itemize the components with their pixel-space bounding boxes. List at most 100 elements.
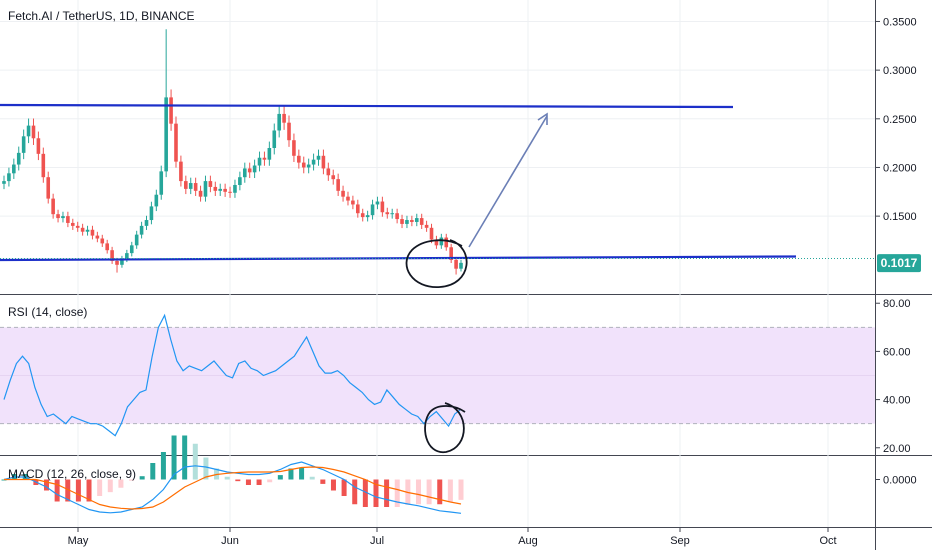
candle-body [252, 165, 257, 173]
candle-body [228, 191, 232, 193]
macd-histogram-bar [309, 476, 315, 480]
macd-histogram-bar [107, 479, 113, 493]
candle-body [208, 181, 213, 187]
macd-signal-line [4, 466, 462, 510]
candle-body [31, 125, 36, 139]
candle-body [213, 186, 218, 191]
macd-histogram-bar [256, 479, 262, 485]
candle-body [292, 140, 296, 156]
projection-arrow-line[interactable] [468, 115, 548, 248]
candle-body [184, 181, 188, 189]
candle-body [346, 196, 350, 201]
rsi-tick-label: 20.00 [883, 443, 911, 455]
candle-body [120, 258, 124, 265]
candle-body [154, 194, 159, 207]
candle-body [125, 253, 129, 259]
rsi-circle-annotation[interactable] [424, 402, 466, 453]
candle-body [267, 148, 272, 160]
macd-histogram-bar [426, 479, 432, 505]
rsi-tick-label: 80.00 [883, 298, 911, 310]
candle-body [414, 218, 419, 222]
candle-body [459, 262, 463, 269]
candle-body [272, 130, 277, 148]
resistance-trendline[interactable] [0, 103, 734, 109]
candle-body [454, 259, 458, 269]
macd-histogram-bar [97, 479, 103, 496]
candle-body [410, 220, 414, 222]
time-tick-label: Sep [670, 535, 690, 547]
candle-body [400, 219, 404, 224]
support-trendline[interactable] [0, 255, 797, 262]
candle-body [434, 239, 439, 246]
candle-body [85, 229, 90, 232]
macd-histogram-bar [299, 467, 305, 480]
price-circle-annotation[interactable] [405, 239, 468, 288]
candle-body [301, 162, 306, 168]
candle-body [95, 235, 100, 239]
rsi-line [3, 313, 462, 437]
candle-body [257, 157, 262, 166]
candle-body [203, 181, 208, 197]
candle-body [149, 206, 154, 221]
candle-body [129, 245, 134, 254]
macd-histogram-bar [171, 435, 177, 480]
macd-histogram-bar [267, 479, 273, 483]
candle-body [139, 225, 144, 235]
rsi-tick-label: 60.00 [883, 346, 911, 358]
price-tick-label: 0.3500 [883, 16, 917, 28]
chart-title: Fetch.AI / TetherUS, 1D, BINANCE [8, 9, 195, 23]
macd-histogram-bar [394, 479, 400, 507]
macd-histogram-bar [160, 452, 166, 480]
candle-body [405, 220, 409, 224]
candle-body [36, 138, 41, 154]
time-axis[interactable]: May Jun Jul Aug Sep Oct [68, 527, 837, 547]
last-price-badge: 0.1017 [877, 254, 921, 273]
drawings[interactable] [0, 103, 875, 453]
macd-histogram-bar [437, 479, 443, 505]
candle-body [179, 161, 183, 182]
macd-histogram-bar [118, 479, 124, 488]
macd-histogram-bar [373, 479, 379, 507]
candle-body [439, 237, 444, 246]
candles [2, 29, 463, 275]
rsi-series [3, 313, 462, 437]
price-axis[interactable]: 0.3500 0.3000 0.2500 0.2000 0.1500 80.00 60.00… [875, 16, 917, 487]
candle-body [311, 159, 316, 165]
macd-histogram-bar [182, 435, 188, 480]
macd-histogram-bar [203, 457, 209, 480]
candle-body [247, 168, 252, 173]
macd-histogram-bar [341, 479, 347, 496]
candle-body [41, 153, 46, 178]
candle-body [341, 190, 345, 197]
candle-body [2, 181, 6, 184]
candle-body [277, 113, 281, 131]
candle-body [46, 177, 51, 199]
time-tick-label: Aug [518, 535, 538, 547]
macd-histogram-bar [330, 479, 336, 491]
candle-body [360, 213, 365, 218]
macd-histogram-bar [86, 479, 92, 502]
candle-body [233, 184, 237, 193]
candle-body [336, 179, 340, 191]
candle-body [66, 216, 70, 223]
candle-body [164, 97, 168, 172]
price-tick-label: 0.2500 [883, 114, 917, 126]
macd-label: MACD (12, 26, close, 9) [8, 467, 136, 481]
candle-body [51, 198, 55, 215]
candle-body [297, 155, 301, 163]
candle-body [90, 229, 95, 236]
candle-body [262, 157, 267, 160]
macd-tick-label: 0.0000 [883, 475, 917, 487]
candle-body [61, 216, 65, 219]
macd-histogram-bar [352, 479, 358, 505]
price-tick-label: 0.1500 [883, 211, 917, 223]
candle-body [105, 243, 109, 251]
candle-body [238, 177, 242, 185]
time-tick-label: Jun [221, 535, 239, 547]
candle-body [306, 164, 311, 168]
price-tick-label: 0.2000 [883, 162, 917, 174]
rsi-tick-label: 40.00 [883, 395, 911, 407]
candle-body [159, 171, 164, 195]
candle-body [223, 188, 227, 192]
